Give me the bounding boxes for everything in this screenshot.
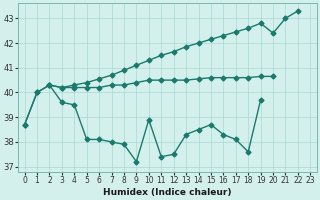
X-axis label: Humidex (Indice chaleur): Humidex (Indice chaleur) [103, 188, 232, 197]
